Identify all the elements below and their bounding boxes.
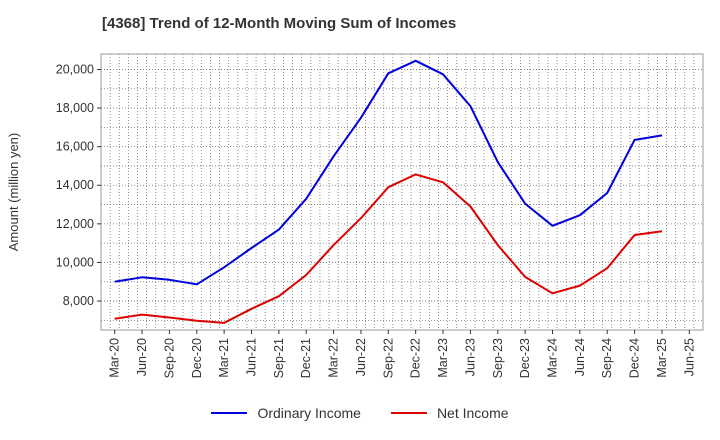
y-tick-label: 16,000 [56, 140, 94, 154]
x-tick-label: Sep-21 [272, 338, 286, 378]
x-tick-label: Mar-24 [546, 338, 560, 378]
x-tick-label: Mar-20 [108, 338, 122, 378]
x-tick-label: Mar-25 [655, 338, 669, 378]
y-tick-label: 14,000 [56, 178, 94, 192]
legend-item-ordinary-income: Ordinary Income [211, 405, 361, 421]
x-tick-label: Jun-25 [682, 338, 696, 376]
y-tick-label: 10,000 [56, 255, 94, 269]
x-tick-label: Mar-23 [436, 338, 450, 378]
x-tick-label: Sep-22 [381, 338, 395, 378]
x-tick-label: Sep-20 [162, 338, 176, 378]
x-tick-label: Jun-23 [463, 338, 477, 376]
x-tick-label: Jun-22 [354, 338, 368, 376]
series-line-net-income [114, 173, 663, 324]
legend-label-ordinary-income: Ordinary Income [257, 405, 361, 421]
x-tick-label: Jun-21 [245, 338, 259, 376]
y-tick-label: 8,000 [63, 294, 94, 308]
x-tick-label: Dec-22 [409, 338, 423, 378]
x-tick-label: Dec-23 [518, 338, 532, 378]
y-tick-label: 18,000 [56, 101, 94, 115]
legend-label-net-income: Net Income [436, 405, 509, 421]
x-tick-label: Dec-24 [628, 338, 642, 378]
x-axis-ticks: Mar-20 Jun-20 Sep-20 Dec-20 Mar-21 Jun-21 Sep-… [108, 330, 696, 378]
series-line-ordinary-income [114, 59, 663, 286]
legend-item-net-income: Net Income [390, 405, 509, 421]
x-tick-label: Mar-22 [327, 338, 341, 378]
x-tick-label: Sep-24 [600, 338, 614, 378]
y-axis-title: Amount (million yen) [6, 133, 21, 252]
y-axis-ticks: 8,000 10,000 12,000 14,000 16,000 18,000 20,00… [56, 62, 101, 308]
x-tick-label: Jun-24 [573, 338, 587, 376]
x-tick-label: Sep-23 [491, 338, 505, 378]
series-lines [114, 59, 663, 324]
x-tick-label: Mar-21 [217, 338, 231, 378]
legend: Ordinary Income Net Income [0, 405, 720, 421]
chart-title: [4368] Trend of 12-Month Moving Sum of I… [102, 15, 457, 32]
x-tick-label: Jun-20 [135, 338, 149, 376]
y-tick-label: 20,000 [56, 62, 94, 76]
y-tick-label: 12,000 [56, 217, 94, 231]
legend-swatch-ordinary-income [211, 412, 248, 414]
x-tick-label: Dec-20 [190, 338, 204, 378]
grid [101, 54, 703, 330]
x-tick-label: Dec-21 [299, 338, 313, 378]
legend-swatch-net-income [390, 412, 427, 414]
